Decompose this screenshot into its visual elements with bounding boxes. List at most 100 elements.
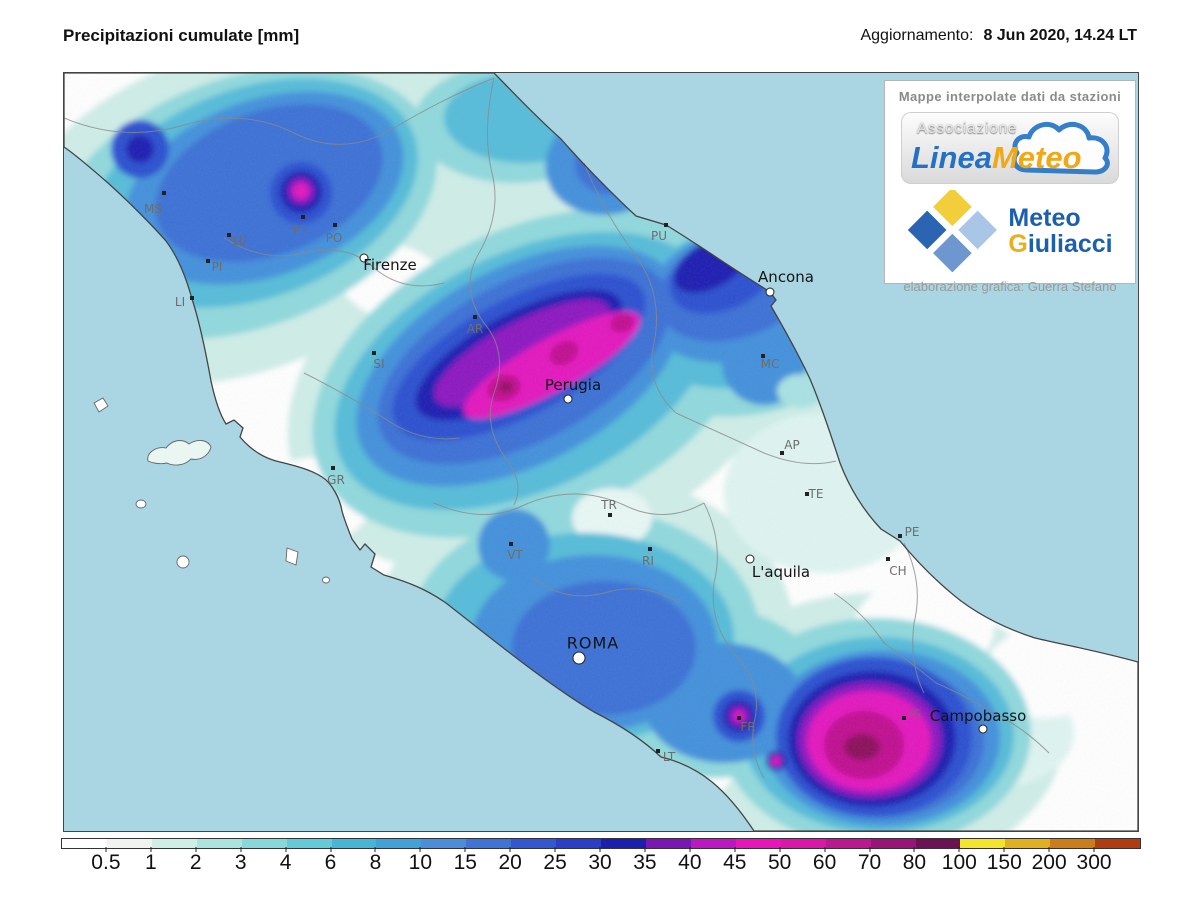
colorbar-segment [825,839,871,848]
colorbar-segment [331,839,377,848]
colorbar-tick-label: 20 [498,851,522,874]
province-label: CH [889,564,907,578]
lineameteo-wordmark: LineaMeteo [911,140,1082,175]
colorbar-tick-label: 8 [369,851,382,874]
colorbar-segment [556,839,602,848]
update-value: 8 Jun 2020, 14.24 LT [983,27,1137,44]
province-label: MC [760,357,780,371]
province-label: LI [174,295,186,309]
city-marker [765,287,775,297]
colorbar-segment [735,839,781,848]
lineameteo-association: Associazione [917,120,1018,137]
province-label: LU [232,234,248,248]
city-marker [563,394,573,404]
province-label: RI [642,554,654,568]
colorbar-tick-label: 4 [279,851,292,874]
province-label: PI [211,260,223,274]
colorbar-tick-label: 45 [723,851,747,874]
province-marker [509,542,513,546]
colorbar-segment [780,839,826,848]
province-label: PE [904,525,920,539]
province-label: SI [373,357,385,371]
colorbar-tick-label: 1 [144,851,157,874]
colorbar-segment [151,839,197,848]
province-marker [473,315,477,319]
colorbar-tick-label: 35 [633,851,657,874]
province-label: LT [662,750,676,764]
province-marker [333,223,337,227]
colorbar-tick-label: 60 [812,851,837,874]
province-marker [608,513,612,517]
meteogiuliacci-logo: Meteo Giuliacci [885,190,1135,272]
lineameteo-logo: Associazione LineaMeteo [901,112,1119,184]
colorbar-segment [601,839,646,848]
province-marker [190,296,194,300]
overlay-caption: Mappe interpolate dati da stazioni [898,89,1122,104]
city-label: ROMA [566,633,620,653]
colorbar-tick-label: 80 [902,851,927,874]
province-label: PO [325,231,343,245]
colorbar-segment [286,839,332,848]
admin-boundaries [64,77,1050,779]
colorbar-segment [421,839,467,848]
colorbar-tick-label: 70 [857,851,882,874]
colorbar-segment [690,839,736,848]
province-marker [886,557,890,561]
province-label: VT [507,548,523,562]
colorbar-segment [241,839,287,848]
city-label: Campobasso [929,707,1027,725]
city-marker [572,651,586,665]
colorbar-segment [1050,839,1096,848]
colorbar-tick-label: 10 [408,851,433,874]
colorbar-segment [466,839,512,848]
colorbar-tick-label: 100 [941,851,977,874]
page-title: Precipitazioni cumulate [mm] [63,26,300,45]
city-marker [978,724,988,734]
colorbar-segment [511,839,557,848]
colorbar-segment [870,839,916,848]
precipitation-map: MS LU PT PO PI LI SI AR GR PU MC AP TE TR VT RI PE CH IS FR… [63,72,1139,832]
province-label: AP [784,438,800,452]
diamonds-icon [908,190,998,272]
province-marker [656,749,660,753]
province-label: TE [808,487,824,501]
colorbar-segment [1005,839,1051,848]
city-label: Perugia [544,376,602,394]
province-label: IS [909,707,921,721]
map-graphic [64,73,1138,831]
province-marker [898,534,902,538]
meteogiuliacci-wordmark: Meteo Giuliacci [1008,204,1113,258]
province-marker [780,451,784,455]
province-marker [301,215,305,219]
colorbar-segment [106,839,152,848]
province-label: PT [292,223,308,237]
colorbar-segment [196,839,242,848]
cloud-icon [1011,121,1110,175]
province-marker [206,259,210,263]
colorbar-tick-label: 50 [767,851,792,874]
colorbar-segment [960,839,1006,848]
colorbar-tick-label: 15 [453,851,477,874]
islands [93,397,330,584]
province-label: TR [601,498,617,512]
colorbar-segment [915,839,961,848]
colorbar-tick-label: 25 [543,851,567,874]
province-marker [227,233,231,237]
brand-overlay: Mappe interpolate dati da stazioni Assoc… [884,80,1136,294]
colorbar-segment [376,839,422,848]
province-marker [331,466,335,470]
colorbar-segments [61,838,1141,849]
province-label: AR [466,322,484,336]
province-marker [805,492,809,496]
province-marker [162,191,166,195]
colorbar-tick-label: 200 [1031,851,1067,874]
colorbar-tick-label: 40 [678,851,702,874]
province-marker [902,716,906,720]
province-marker [648,547,652,551]
province-label: FR [740,720,756,734]
province-label: MS [144,202,162,216]
province-marker [737,716,741,720]
city-marker [745,554,755,564]
colorbar-segment [645,839,691,848]
city-marker [359,253,369,263]
